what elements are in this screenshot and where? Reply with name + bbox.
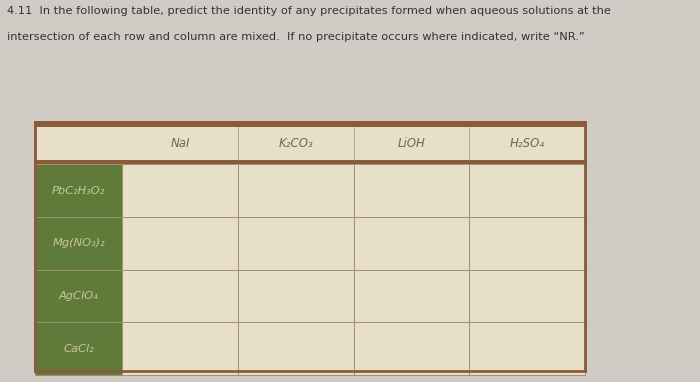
FancyBboxPatch shape [238, 217, 354, 270]
Text: intersection of each row and column are mixed.  If no precipitate occurs where i: intersection of each row and column are … [7, 32, 584, 42]
FancyBboxPatch shape [469, 322, 584, 375]
FancyBboxPatch shape [35, 122, 584, 127]
FancyBboxPatch shape [122, 270, 238, 322]
Text: NaI: NaI [171, 137, 190, 150]
Text: CaCl₂: CaCl₂ [64, 344, 94, 354]
FancyBboxPatch shape [354, 270, 469, 322]
FancyBboxPatch shape [238, 164, 354, 217]
FancyBboxPatch shape [35, 160, 584, 164]
FancyBboxPatch shape [469, 217, 584, 270]
FancyBboxPatch shape [238, 322, 354, 375]
FancyBboxPatch shape [35, 122, 584, 371]
FancyBboxPatch shape [354, 322, 469, 375]
FancyBboxPatch shape [122, 322, 238, 375]
FancyBboxPatch shape [469, 270, 584, 322]
FancyBboxPatch shape [122, 217, 238, 270]
Text: PbC₂H₃O₂: PbC₂H₃O₂ [52, 186, 105, 196]
Text: AgClO₄: AgClO₄ [59, 291, 99, 301]
FancyBboxPatch shape [238, 270, 354, 322]
FancyBboxPatch shape [35, 127, 584, 160]
Text: LiOH: LiOH [398, 137, 425, 150]
FancyBboxPatch shape [35, 322, 122, 375]
FancyBboxPatch shape [354, 164, 469, 217]
Text: Mg(NO₃)₂: Mg(NO₃)₂ [52, 238, 105, 248]
FancyBboxPatch shape [35, 270, 122, 322]
FancyBboxPatch shape [35, 217, 122, 270]
Text: K₂CO₃: K₂CO₃ [279, 137, 313, 150]
FancyBboxPatch shape [354, 217, 469, 270]
FancyBboxPatch shape [469, 164, 584, 217]
FancyBboxPatch shape [122, 164, 238, 217]
Text: H₂SO₄: H₂SO₄ [509, 137, 545, 150]
FancyBboxPatch shape [35, 164, 122, 217]
Text: 4.11  In the following table, predict the identity of any precipitates formed wh: 4.11 In the following table, predict the… [7, 6, 611, 16]
